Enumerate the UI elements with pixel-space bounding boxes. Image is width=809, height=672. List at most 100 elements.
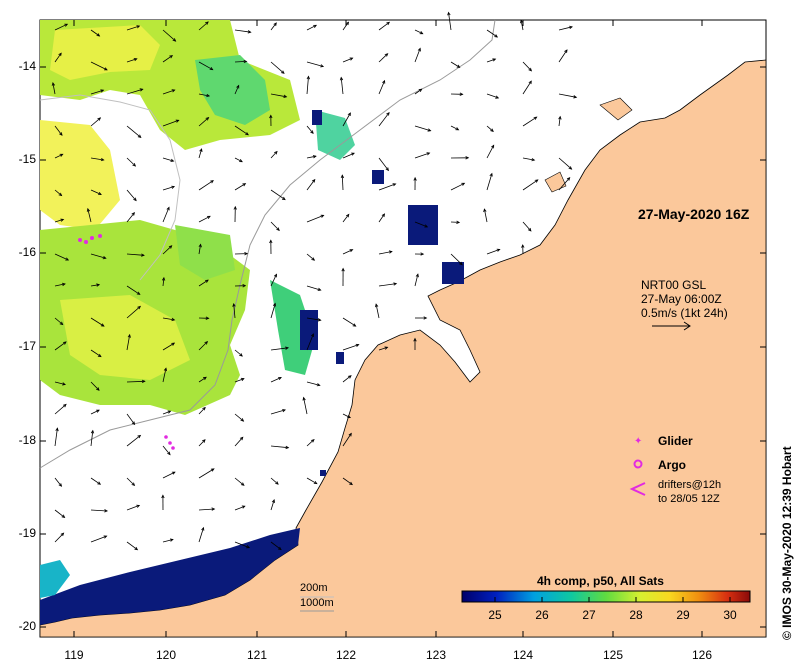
- current-vector-head: [136, 504, 141, 508]
- current-vector-head: [316, 383, 321, 387]
- current-vector-head: [415, 273, 419, 278]
- current-vector-head: [171, 471, 176, 475]
- glider-tracks: [78, 234, 175, 450]
- current-vector-head: [59, 321, 64, 326]
- current-vector-head: [103, 535, 108, 539]
- current-vector: [378, 80, 385, 95]
- current-vector-head: [282, 409, 286, 413]
- current-vector-head: [317, 318, 322, 322]
- current-vector-head: [312, 155, 317, 159]
- current-vector: [378, 183, 396, 191]
- lon-tick: 126: [691, 648, 713, 662]
- current-vector-head: [100, 323, 105, 327]
- current-vector: [306, 76, 309, 95]
- lon-tick: 119: [64, 648, 84, 662]
- current-vector: [90, 509, 108, 512]
- current-vector: [234, 61, 247, 63]
- current-vector: [162, 277, 165, 287]
- current-vector-head: [170, 158, 175, 162]
- isobath-200m: [39, 94, 181, 281]
- current-vector: [234, 477, 245, 486]
- current-vector: [198, 279, 209, 287]
- current-vector-head: [273, 273, 277, 278]
- current-vector-head: [496, 248, 501, 252]
- current-vector-head: [339, 76, 344, 81]
- current-vector: [520, 20, 524, 31]
- isobath-1000m: [39, 19, 496, 469]
- current-vector: [450, 125, 459, 131]
- current-vector: [54, 189, 62, 196]
- current-vector: [126, 306, 141, 319]
- colorbar: [461, 590, 751, 603]
- current-vector-head: [461, 182, 466, 186]
- current-vector-head: [384, 346, 389, 350]
- current-vector: [486, 125, 494, 132]
- current-vector: [54, 532, 64, 543]
- current-vector: [270, 477, 279, 485]
- current-vector: [162, 317, 175, 321]
- map-timestamp: 27-May-2020 16Z: [638, 206, 750, 222]
- current-vector: [126, 125, 142, 138]
- current-vector: [342, 413, 351, 418]
- current-vector: [162, 445, 171, 455]
- current-vector: [126, 413, 135, 425]
- current-vector-head: [566, 176, 571, 181]
- current-vector-head: [239, 436, 244, 441]
- current-vector-head: [302, 396, 306, 401]
- colorbar-tick: 27: [582, 608, 596, 622]
- current-vector-head: [352, 323, 357, 327]
- current-vector: [414, 29, 423, 35]
- current-vector-head: [58, 52, 62, 57]
- lon-tick: 121: [246, 648, 268, 662]
- current-vector-head: [210, 180, 214, 184]
- current-vector-head: [413, 176, 417, 181]
- current-vector: [378, 213, 385, 223]
- current-vector: [54, 428, 58, 447]
- lon-tick: 120: [155, 648, 177, 662]
- current-vector: [234, 125, 249, 136]
- current-vector-head: [355, 343, 360, 347]
- current-vector: [341, 175, 344, 191]
- current-vector-head: [455, 127, 460, 131]
- current-vector-head: [97, 353, 102, 358]
- current-vector-head: [311, 178, 316, 183]
- current-vector-head: [242, 183, 247, 187]
- current-vector-head: [272, 302, 277, 307]
- credit-label: © IMOS 30-May-2020 12:39 Hobart: [780, 446, 794, 640]
- current-vector-head: [528, 67, 533, 72]
- current-vector: [198, 341, 208, 351]
- current-vector-head: [137, 134, 142, 138]
- current-vector: [306, 215, 324, 223]
- current-vector-head: [58, 483, 63, 487]
- current-vector-head: [133, 197, 137, 202]
- lon-tick: 125: [602, 648, 624, 662]
- current-vector: [126, 477, 135, 486]
- current-vector-head: [60, 532, 65, 537]
- colorbar-tick: 25: [488, 608, 502, 622]
- lat-tick: -18: [18, 433, 36, 447]
- lat-tick: -14: [18, 59, 36, 73]
- current-vector-head: [345, 213, 350, 218]
- current-vector-head: [63, 341, 67, 345]
- current-vector: [162, 186, 175, 191]
- current-vector-head: [456, 64, 461, 68]
- current-vector: [270, 541, 282, 550]
- current-vector: [306, 24, 317, 31]
- current-vector: [306, 125, 314, 134]
- current-vector-head: [520, 19, 524, 24]
- current-vector-head: [568, 166, 573, 170]
- current-vector: [162, 207, 170, 223]
- current-vector-head: [240, 377, 245, 382]
- current-vector: [270, 221, 280, 231]
- current-vector-head: [96, 283, 101, 287]
- current-vector: [54, 153, 63, 159]
- current-vector-head: [96, 33, 101, 37]
- current-vector: [270, 93, 287, 98]
- current-vector: [126, 58, 137, 63]
- lon-tick: 124: [512, 648, 534, 662]
- current-vector-head: [61, 514, 66, 518]
- current-vector: [126, 253, 145, 256]
- current-vector-head: [97, 481, 102, 485]
- current-vector: [52, 82, 56, 95]
- lat-tick: -16: [18, 245, 36, 259]
